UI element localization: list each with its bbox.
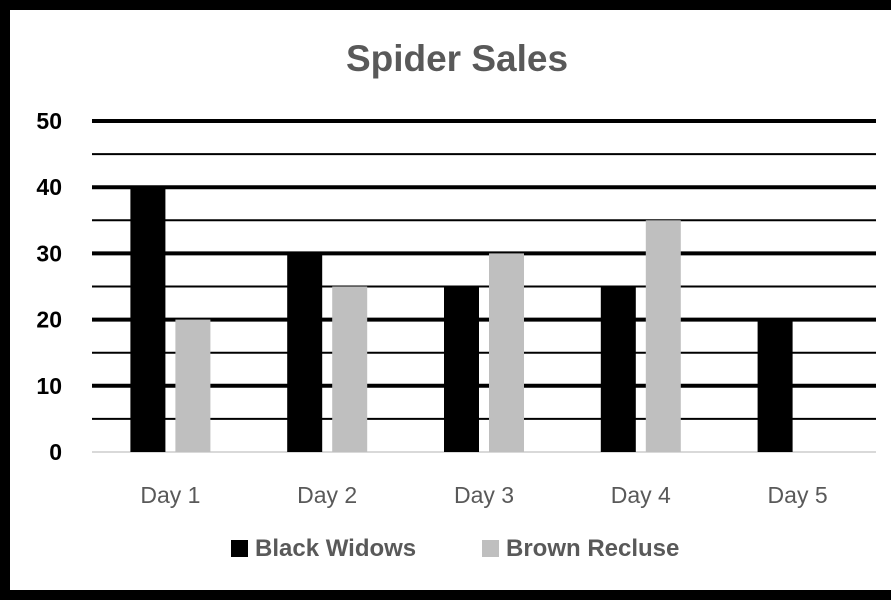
bar-black-widows-day-2 — [287, 253, 323, 452]
x-tick-label: Day 1 — [140, 482, 200, 508]
gridlines — [92, 119, 876, 453]
y-tick-label: 0 — [49, 439, 62, 465]
bars — [130, 187, 793, 452]
y-tick-label: 50 — [36, 108, 62, 134]
bar-brown-recluse-day-1 — [175, 319, 211, 452]
legend-swatch-black-widows — [231, 540, 248, 557]
x-tick-label: Day 5 — [768, 482, 828, 508]
x-tick-label: Day 3 — [454, 482, 514, 508]
legend-swatch-brown-recluse — [482, 540, 499, 557]
bar-black-widows-day-5 — [757, 319, 793, 452]
bar-brown-recluse-day-4 — [645, 220, 681, 452]
x-tick-label: Day 2 — [297, 482, 357, 508]
x-axis-tick-labels: Day 1 Day 2 Day 3 Day 4 Day 5 — [140, 482, 827, 508]
bar-black-widows-day-4 — [600, 286, 636, 452]
legend: Black Widows Brown Recluse — [231, 535, 679, 562]
bar-brown-recluse-day-2 — [332, 286, 368, 452]
bar-brown-recluse-day-3 — [489, 253, 524, 452]
y-tick-label: 40 — [36, 174, 62, 200]
legend-label-brown-recluse: Brown Recluse — [506, 535, 679, 562]
y-tick-label: 30 — [36, 240, 62, 266]
bar-black-widows-day-1 — [130, 187, 166, 452]
bar-black-widows-day-3 — [444, 286, 479, 452]
legend-label-black-widows: Black Widows — [255, 535, 416, 562]
chart-title: Spider Sales — [346, 38, 568, 79]
y-tick-label: 20 — [36, 307, 62, 333]
x-tick-label: Day 4 — [611, 482, 671, 508]
y-tick-label: 10 — [36, 373, 62, 399]
y-axis-tick-labels: 0 10 20 30 40 50 — [36, 108, 62, 465]
